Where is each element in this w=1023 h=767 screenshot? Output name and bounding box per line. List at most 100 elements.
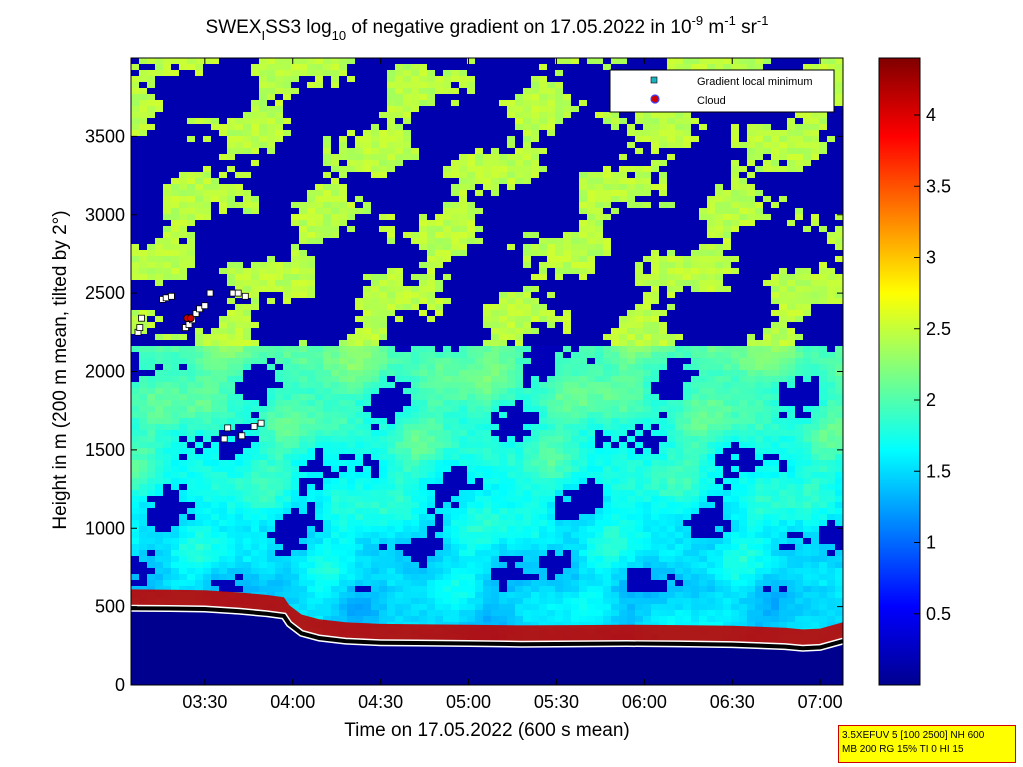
heatmap-cell [835,286,843,292]
heatmap-cell [739,334,747,340]
heatmap-cell [299,388,307,394]
heatmap-cell [435,82,443,88]
heatmap-cell [331,250,339,256]
heatmap-cell [211,208,219,214]
heatmap-cell [211,202,219,208]
heatmap-cell [515,70,523,76]
heatmap-cell [715,148,723,154]
heatmap-cell [203,106,211,112]
heatmap-cell [219,262,227,268]
heatmap-cell [635,154,643,160]
heatmap-cell [667,340,675,346]
heatmap-cell [315,292,323,298]
heatmap-cell [139,178,147,184]
heatmap-cell [763,262,771,268]
heatmap-cell [835,160,843,166]
heatmap-cell [187,130,195,136]
heatmap-cell [259,136,267,142]
heatmap-cell [387,274,395,280]
heatmap-cell [675,172,683,178]
heatmap-cell [355,256,363,262]
heatmap-cell [299,100,307,106]
heatmap-cell [763,178,771,184]
heatmap-cell [339,106,347,112]
heatmap-cell [411,184,419,190]
heatmap-cell [459,190,467,196]
heatmap-cell [523,352,531,358]
heatmap-cell [235,280,243,286]
heatmap-cell [699,316,707,322]
heatmap-cell [643,370,651,376]
heatmap-cell [595,130,603,136]
heatmap-cell [363,238,371,244]
heatmap-cell [707,316,715,322]
heatmap-cell [163,94,171,100]
heatmap-cell [291,196,299,202]
heatmap-cell [355,364,363,370]
heatmap-cell [195,376,203,382]
heatmap-cell [827,346,835,352]
heatmap-cell [427,118,435,124]
heatmap-cell [779,220,787,226]
heatmap-cell [331,268,339,274]
heatmap-cell [739,352,747,358]
heatmap-cell [547,328,555,334]
heatmap-cell [259,322,267,328]
heatmap-cell [131,184,139,190]
heatmap-cell [283,112,291,118]
heatmap-cell [763,166,771,172]
heatmap-cell [267,370,275,376]
heatmap-cell [643,286,651,292]
heatmap-cell [451,340,459,346]
heatmap-cell [419,208,427,214]
heatmap-cell [427,148,435,154]
heatmap-cell [795,376,803,382]
heatmap-cell [811,304,819,310]
heatmap-cell [475,208,483,214]
heatmap-cell [723,118,731,124]
heatmap-cell [723,148,731,154]
heatmap-cell [483,352,491,358]
heatmap-cell [571,202,579,208]
heatmap-cell [139,130,147,136]
heatmap-cell [355,178,363,184]
heatmap-cell [451,172,459,178]
heatmap-cell [563,298,571,304]
heatmap-cell [331,232,339,238]
heatmap-cell [179,334,187,340]
heatmap-cell [235,346,243,352]
heatmap-cell [523,118,531,124]
heatmap-cell [203,346,211,352]
heatmap-cell [531,196,539,202]
heatmap-cell [491,334,499,340]
heatmap-cell [499,328,507,334]
heatmap-cell [355,322,363,328]
heatmap-cell [139,292,147,298]
heatmap-cell [499,136,507,142]
heatmap-cell [747,370,755,376]
heatmap-cell [523,76,531,82]
heatmap-cell [763,322,771,328]
heatmap-cell [363,88,371,94]
heatmap-cell [739,136,747,142]
heatmap-cell [403,94,411,100]
heatmap-cell [507,340,515,346]
heatmap-cell [787,214,795,220]
heatmap-cell [219,190,227,196]
heatmap-cell [427,220,435,226]
heatmap-cell [675,226,683,232]
heatmap-cell [763,304,771,310]
heatmap-cell [195,154,203,160]
heatmap-cell [443,202,451,208]
heatmap-cell [811,154,819,160]
heatmap-cell [323,130,331,136]
heatmap-cell [419,376,427,382]
heatmap-cell [363,202,371,208]
heatmap-cell [739,226,747,232]
heatmap-cell [579,328,587,334]
heatmap-cell [163,196,171,202]
heatmap-cell [555,76,563,82]
heatmap-cell [275,304,283,310]
heatmap-cell [443,274,451,280]
heatmap-cell [707,112,715,118]
